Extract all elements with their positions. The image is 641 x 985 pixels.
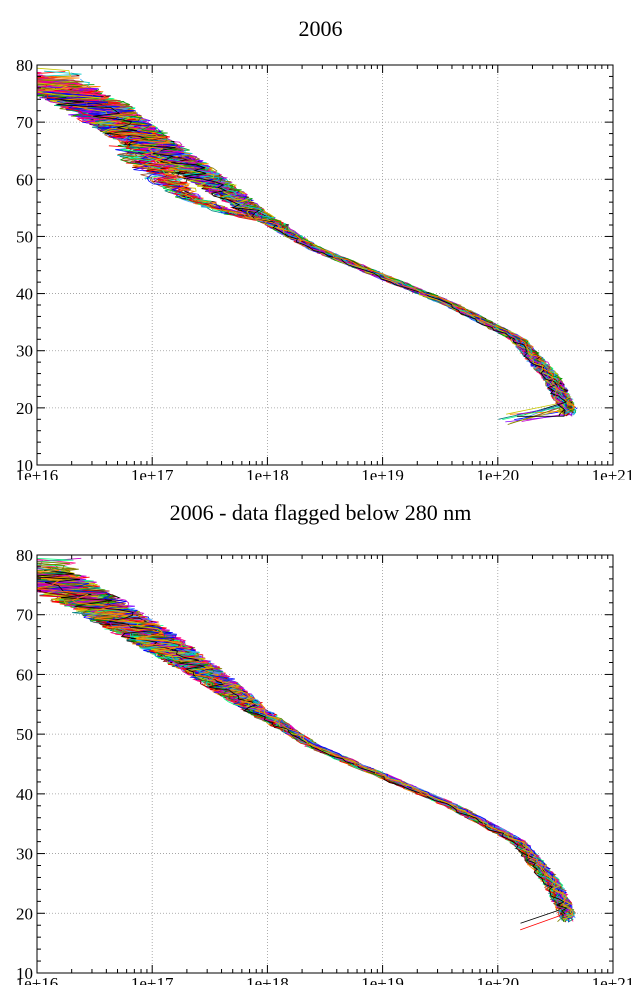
profile-line (37, 587, 572, 908)
x-tick-label: 1e+19 (361, 466, 404, 480)
y-tick-label: 40 (16, 285, 33, 304)
y-tick-label: 10 (16, 964, 33, 983)
profile-line (70, 604, 572, 913)
profile-line (37, 572, 569, 912)
plot-frame (36, 554, 614, 974)
y-tick-label: 30 (16, 342, 33, 361)
profile-line (72, 605, 569, 917)
profile-line (37, 90, 571, 412)
ticks (36, 64, 614, 466)
profile-line (37, 567, 574, 918)
profile-line (37, 72, 572, 414)
profile-line (104, 628, 570, 922)
profile-line (37, 95, 569, 408)
x-tick-label: 1e+18 (246, 974, 289, 985)
profile-line (37, 79, 569, 407)
profile-line (37, 577, 573, 913)
profile-line (37, 79, 575, 414)
profile-line (37, 74, 572, 415)
x-tick-label: 1e+19 (361, 974, 404, 985)
x-tick-label: 1e+21 (592, 974, 635, 985)
profile-line (37, 78, 565, 406)
x-tick-label: 1e+17 (131, 974, 174, 985)
y-tick-label: 20 (16, 904, 33, 923)
profile-line (37, 80, 570, 417)
profile-line (37, 77, 568, 407)
profile-line (37, 82, 567, 416)
profile-line (37, 574, 570, 920)
ticks (36, 554, 614, 974)
y-tick-label: 60 (16, 665, 33, 684)
profile-line (50, 593, 564, 922)
grid (37, 65, 613, 465)
y-tick-label: 60 (16, 170, 33, 189)
profile-line (37, 82, 567, 411)
y-tick-label: 50 (16, 725, 33, 744)
profile-line (37, 580, 574, 915)
profile-line (37, 575, 571, 912)
profile-line (37, 573, 569, 922)
profile-line (37, 83, 566, 421)
profile-line (58, 590, 566, 915)
x-tick-label: 1e+16 (16, 466, 59, 480)
profile-line (37, 580, 571, 910)
plot-frame (36, 64, 614, 466)
profile-line (104, 625, 563, 910)
y-tick-label: 80 (16, 546, 33, 565)
y-tick-label: 10 (16, 456, 33, 475)
profile-line (37, 584, 566, 912)
profile-line (37, 583, 572, 912)
profile-line (37, 76, 568, 412)
chart-title-top: 2006 (298, 16, 343, 41)
profile-chart-top: 1e+16 1e+17 1e+18 1e+19 1e+20 1e+21 10 20 30 40 50… (16, 56, 635, 480)
y-tick-label: 30 (16, 845, 33, 864)
chart-title-bottom: 2006 - data flagged below 280 nm (169, 500, 472, 525)
profile-line (84, 613, 576, 919)
profile-line (88, 615, 572, 915)
profile-line (37, 575, 566, 921)
profile-lines (37, 557, 577, 931)
x-tick-label: 1e+16 (16, 974, 59, 985)
x-tick-label: 1e+17 (131, 466, 174, 480)
x-tick-label: 1e+21 (592, 466, 635, 480)
y-tick-label: 50 (16, 227, 33, 246)
y-tick-label: 80 (16, 56, 33, 75)
profile-line (37, 74, 566, 416)
profile-line (37, 575, 563, 910)
y-tick-label: 40 (16, 785, 33, 804)
profile-line (37, 80, 572, 414)
y-tick-label: 20 (16, 399, 33, 418)
profile-lines (37, 67, 578, 425)
profile-line (82, 609, 573, 913)
x-tick-label: 1e+18 (246, 466, 289, 480)
profile-line (58, 596, 568, 917)
y-tick-label: 70 (16, 606, 33, 625)
profile-line (82, 611, 568, 918)
profile-line (112, 628, 574, 913)
x-tick-label: 1e+20 (476, 974, 519, 985)
profile-line (138, 139, 568, 410)
y-tick-label: 70 (16, 113, 33, 132)
profile-line (75, 607, 574, 922)
profile-line (37, 583, 569, 916)
profile-line (42, 585, 569, 918)
profile-line (37, 570, 568, 915)
profile-line (54, 597, 572, 919)
profile-chart-bottom: 1e+16 1e+17 1e+18 1e+19 1e+20 1e+21 10 20 30 40 50… (16, 546, 635, 985)
x-tick-label: 1e+20 (476, 466, 519, 480)
profile-line (107, 128, 575, 412)
profile-line (37, 575, 572, 921)
